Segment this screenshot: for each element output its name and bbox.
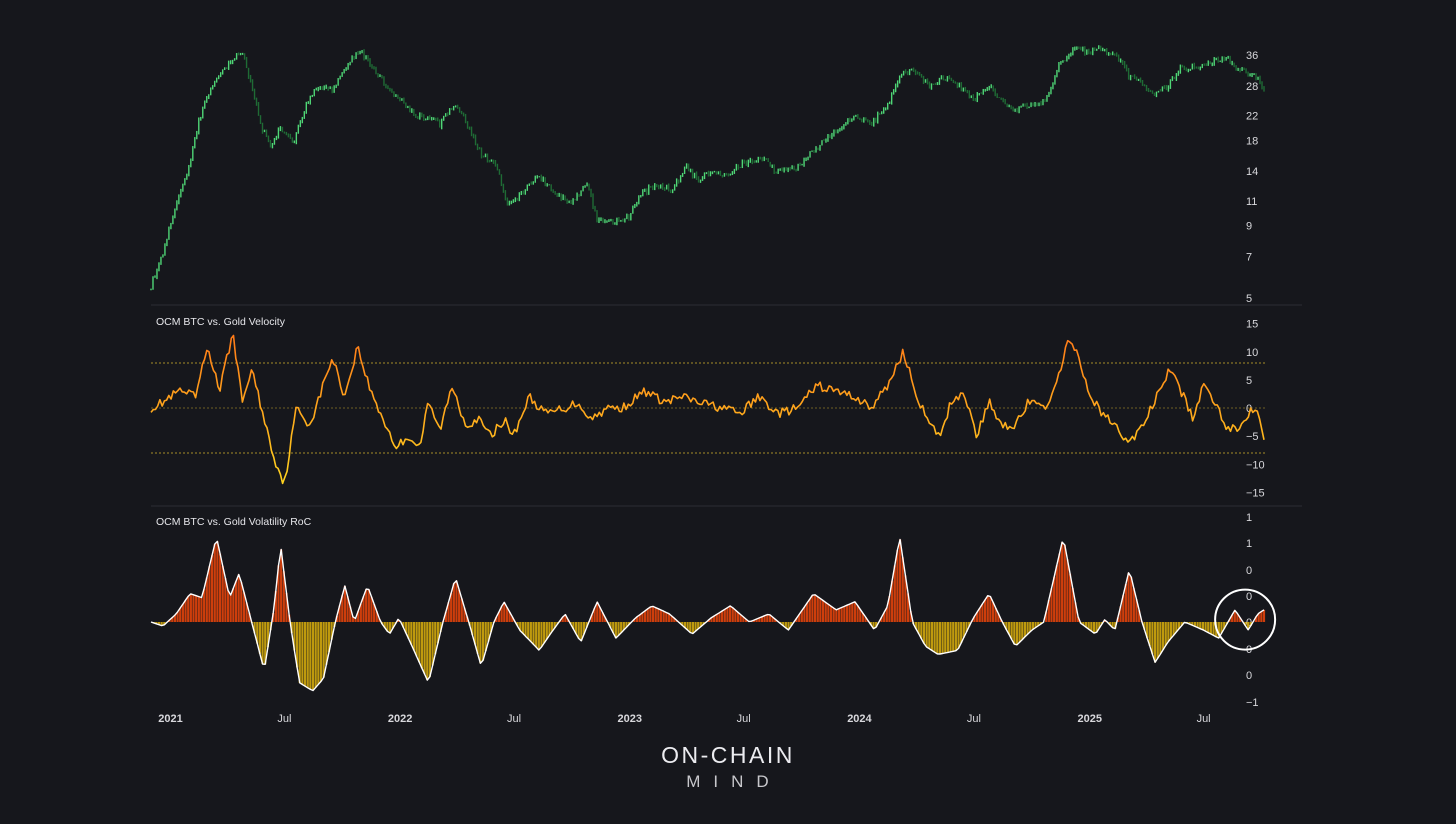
x-tick-label: Jul [1197,713,1211,725]
x-tick-label: 2022 [388,713,412,725]
price-tick-label: 28 [1246,81,1258,93]
price-tick-label: 22 [1246,111,1258,123]
price-panel: 36 28 22 18 14 11 9 7 5 [150,45,1265,305]
roc-tick-label: 0 [1246,591,1252,603]
velocity-line [150,334,1265,485]
roc-tick-label: 1 [1246,538,1252,550]
x-tick-label: 2023 [618,713,642,725]
roc-y-axis: 1100000−1 [1246,512,1259,709]
price-tick-label: 7 [1246,252,1252,264]
price-tick-label: 36 [1246,50,1258,62]
roc-tick-label: 0 [1246,670,1252,682]
x-tick-label: Jul [277,713,291,725]
velocity-tick-label: 15 [1246,319,1258,331]
velocity-tick-label: 0 [1246,403,1252,415]
roc-line [150,538,1265,692]
roc-highlight [1214,588,1277,651]
highlight-circle [1214,588,1277,651]
panel-dividers [151,304,1302,507]
price-tick-label: 9 [1246,221,1252,233]
x-tick-label: Jul [967,713,981,725]
velocity-tick-label: −15 [1246,487,1265,499]
velocity-tick-label: 5 [1246,375,1252,387]
roc-series [150,538,1265,692]
volatility-roc-title: OCM BTC vs. Gold Volatility RoC [156,516,312,528]
velocity-y-axis: 15 10 5 0 −5 −10 −15 [1246,319,1265,500]
velocity-panel: OCM BTC vs. Gold Velocity 15 10 5 0 −5 −10 −15 [150,316,1266,500]
velocity-series [150,334,1265,485]
velocity-tick-label: −5 [1246,431,1259,443]
price-tick-label: 14 [1246,166,1258,178]
price-y-axis: 36 28 22 18 14 11 9 7 5 [1246,50,1258,305]
velocity-tick-label: 10 [1246,347,1258,359]
x-tick-label: Jul [507,713,521,725]
x-tick-label: 2025 [1077,713,1101,725]
brand-line-1: ON-CHAIN [661,742,795,768]
price-tick-label: 18 [1246,135,1258,147]
brand-line-2: MIND [686,772,781,791]
velocity-tick-label: −10 [1246,459,1265,471]
velocity-title: OCM BTC vs. Gold Velocity [156,316,286,328]
price-tick-label: 5 [1246,293,1252,305]
volatility-roc-panel: OCM BTC vs. Gold Volatility RoC 1100000−… [150,512,1277,709]
roc-tick-label: 0 [1246,565,1252,577]
price-tick-label: 11 [1246,196,1257,208]
x-tick-label: 2024 [847,713,872,725]
price-series [150,45,1265,291]
x-axis: 2021 Jul 2022 Jul 2023 Jul 2024 Jul 2025 Jul [158,713,1210,725]
roc-tick-label: 1 [1246,512,1252,524]
roc-tick-label: −1 [1246,697,1259,709]
brand-logo: ON-CHAIN MIND [661,742,795,791]
x-tick-label: Jul [737,713,751,725]
x-tick-label: 2021 [158,713,182,725]
roc-bars [152,539,1266,691]
